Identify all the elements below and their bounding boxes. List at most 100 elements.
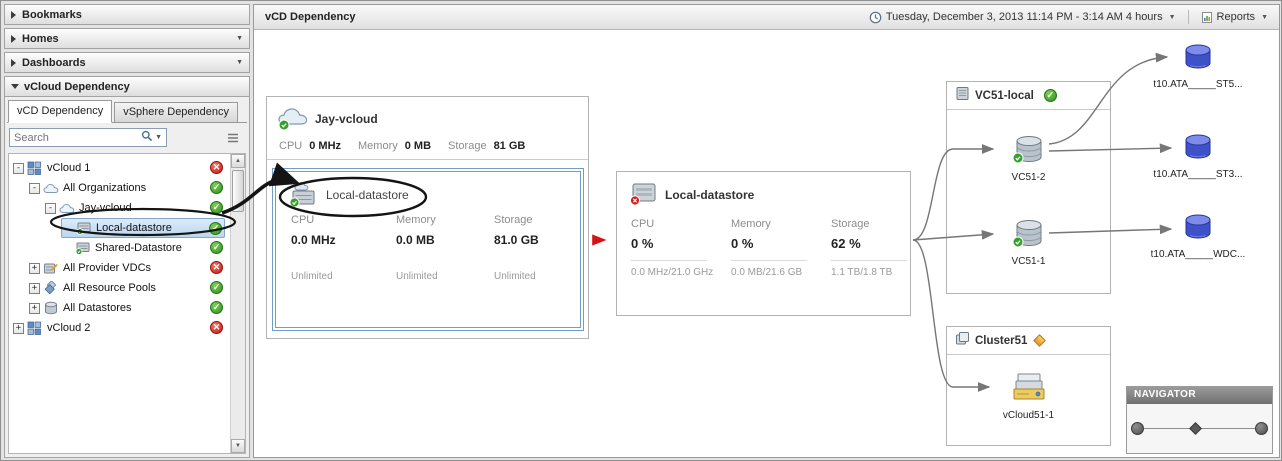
- clock-icon: [869, 11, 882, 23]
- node-vc51-2[interactable]: VC51-2: [947, 135, 1110, 183]
- node-vcloud51-1[interactable]: vCloud51-1: [947, 371, 1110, 421]
- memory-column: Memory 0 % 0.0 MB/21.6 GB: [731, 218, 827, 278]
- tree-item-vcloud-2[interactable]: + vCloud 2: [13, 318, 225, 338]
- column-limit: Unlimited: [291, 271, 333, 282]
- host-icon: [955, 86, 970, 106]
- tab-label: vSphere Dependency: [123, 106, 230, 118]
- collapsed-arrow-icon: [11, 58, 16, 67]
- tab-vsphere-dependency[interactable]: vSphere Dependency: [114, 102, 239, 122]
- tree-item-shared-datastore[interactable]: Shared-Datastore: [61, 238, 225, 258]
- time-range-label: Tuesday, December 3, 2013 11:14 PM - 3:1…: [885, 11, 1163, 23]
- search-box[interactable]: ▼: [9, 128, 167, 147]
- node-vc51-local[interactable]: VC51-local VC51-2 VC51-1: [946, 81, 1111, 294]
- status-ok-icon: [210, 241, 223, 254]
- tab-vcd-dependency[interactable]: vCD Dependency: [8, 100, 113, 123]
- node-cluster51[interactable]: Cluster51 vCloud51-1: [946, 326, 1111, 446]
- tree-item-label: Jay-vcloud: [79, 202, 132, 214]
- panel-label: Bookmarks: [22, 8, 82, 21]
- tree-item-local-datastore[interactable]: Local-datastore: [61, 218, 225, 238]
- cpu-column: CPU 0 % 0.0 MHz/21.0 GHz: [631, 218, 727, 278]
- chevron-down-icon[interactable]: ▼: [236, 35, 243, 42]
- panel-header-dashboards[interactable]: Dashboards ▼: [4, 52, 250, 73]
- tree-item-label: All Datastores: [63, 302, 132, 314]
- tree-collapse-icon[interactable]: -: [45, 202, 56, 214]
- panel-header-bookmarks[interactable]: Bookmarks: [4, 4, 250, 25]
- column-value: 0 %: [731, 236, 754, 251]
- column-value: 0.0 MB: [396, 233, 435, 247]
- cluster-icon: [955, 331, 970, 351]
- tab-label: vCD Dependency: [17, 105, 104, 117]
- navigator-panel: NAVIGATOR: [1126, 386, 1273, 454]
- node-disk-wdc[interactable]: t10.ATA_____WDC...: [1142, 213, 1254, 260]
- tree-item-label: vCloud 1: [47, 162, 91, 174]
- dependency-graph: Jay-vcloud CPU 0 MHz Memory 0 MB Storage…: [254, 30, 1279, 457]
- scroll-down-icon[interactable]: ▼: [231, 439, 245, 453]
- chevron-down-icon: ▼: [1168, 13, 1176, 21]
- status-error-icon: [210, 261, 223, 274]
- search-input[interactable]: [14, 131, 142, 144]
- zoom-in-knob[interactable]: [1255, 422, 1268, 435]
- tree-scrollbar[interactable]: ▲ ▼: [230, 154, 245, 453]
- jay-vcloud-header: Jay-vcloud CPU 0 MHz Memory 0 MB Storage…: [267, 97, 588, 160]
- tree-expand-icon[interactable]: +: [29, 282, 40, 294]
- node-local-datastore-vcd[interactable]: Local-datastore CPU 0.0 MHz Unlimited Me…: [275, 171, 581, 328]
- tree-expand-icon[interactable]: +: [13, 322, 24, 334]
- subcard-columns: CPU 0.0 MHz Unlimited Memory 0.0 MB Unli…: [276, 214, 580, 322]
- node-vc51-1[interactable]: VC51-1: [947, 219, 1110, 267]
- tree-item-all-datastores[interactable]: + All Datastores: [29, 298, 225, 318]
- storage-column: Storage 62 % 1.1 TB/1.8 TB: [831, 218, 927, 278]
- tree-item-all-organizations[interactable]: - All Organizations: [29, 178, 225, 198]
- chevron-down-icon: ▼: [1261, 13, 1268, 21]
- node-jay-vcloud[interactable]: Jay-vcloud CPU 0 MHz Memory 0 MB Storage…: [266, 96, 589, 339]
- node-disk-st3[interactable]: t10.ATA_____ST3...: [1142, 133, 1254, 180]
- vc51-local-header: VC51-local: [947, 82, 1110, 110]
- zoom-slider-thumb[interactable]: [1189, 422, 1202, 435]
- node-disk-st5[interactable]: t10.ATA_____ST5...: [1142, 43, 1254, 90]
- status-ok-icon: [210, 281, 223, 294]
- chevron-down-icon[interactable]: ▼: [155, 134, 162, 141]
- jay-vcloud-stats: CPU 0 MHz Memory 0 MB Storage 81 GB: [279, 140, 542, 152]
- stat-value: 0 MB: [404, 140, 432, 152]
- disk-icon: [1185, 134, 1211, 159]
- reports-button[interactable]: Reports ▼: [1201, 11, 1268, 24]
- node-label: VC51-1: [1011, 256, 1046, 267]
- search-icon[interactable]: [141, 129, 153, 147]
- tree-item-label: All Organizations: [63, 182, 147, 194]
- tree-expand-icon[interactable]: +: [29, 302, 40, 314]
- disk-icon: [1185, 214, 1211, 239]
- node-local-datastore-vsphere[interactable]: Local-datastore CPU 0 % 0.0 MHz/21.0 GHz…: [616, 171, 911, 316]
- node-label: VC51-2: [1011, 172, 1046, 183]
- stat-label: Storage: [448, 140, 487, 152]
- panel-header-homes[interactable]: Homes ▼: [4, 28, 250, 49]
- tree-collapse-icon[interactable]: -: [13, 162, 24, 174]
- scroll-up-icon[interactable]: ▲: [231, 154, 245, 168]
- node-label: vCloud51-1: [1002, 410, 1055, 421]
- datastore-cloud-icon: [288, 180, 318, 208]
- column-detail: 1.1 TB/1.8 TB: [831, 267, 893, 278]
- panel-header-vcloud-dependency[interactable]: vCloud Dependency: [4, 76, 250, 97]
- collapsed-arrow-icon: [11, 34, 16, 43]
- time-range-control[interactable]: Tuesday, December 3, 2013 11:14 PM - 3:1…: [869, 11, 1176, 24]
- cluster51-header: Cluster51: [947, 327, 1110, 355]
- column-label: Storage: [494, 214, 533, 226]
- navigator-title: NAVIGATOR: [1127, 387, 1272, 404]
- subcard-header: Local-datastore: [276, 172, 580, 214]
- tree-expand-icon[interactable]: +: [29, 262, 40, 274]
- stat-label: CPU: [279, 140, 303, 152]
- header-controls: Tuesday, December 3, 2013 11:14 PM - 3:1…: [869, 10, 1268, 24]
- tree-item-all-provider-vdcs[interactable]: + All Provider VDCs: [29, 258, 225, 278]
- tree-item-vcloud-1[interactable]: - vCloud 1: [13, 158, 225, 178]
- panel-label: vCloud Dependency: [24, 80, 130, 93]
- tree-collapse-icon[interactable]: -: [29, 182, 40, 194]
- zoom-out-knob[interactable]: [1131, 422, 1144, 435]
- scrollbar-thumb[interactable]: [232, 170, 244, 212]
- tree-item-all-resource-pools[interactable]: + All Resource Pools: [29, 278, 225, 298]
- tree-item-label: Shared-Datastore: [95, 242, 182, 254]
- chevron-down-icon[interactable]: ▼: [236, 59, 243, 66]
- cpu-column: CPU 0.0 MHz Unlimited: [291, 214, 387, 282]
- tree-item-jay-vcloud[interactable]: - Jay-vcloud: [45, 198, 225, 218]
- list-options-button[interactable]: [223, 128, 245, 147]
- cloud-icon: [277, 105, 311, 131]
- status-error-icon: [210, 321, 223, 334]
